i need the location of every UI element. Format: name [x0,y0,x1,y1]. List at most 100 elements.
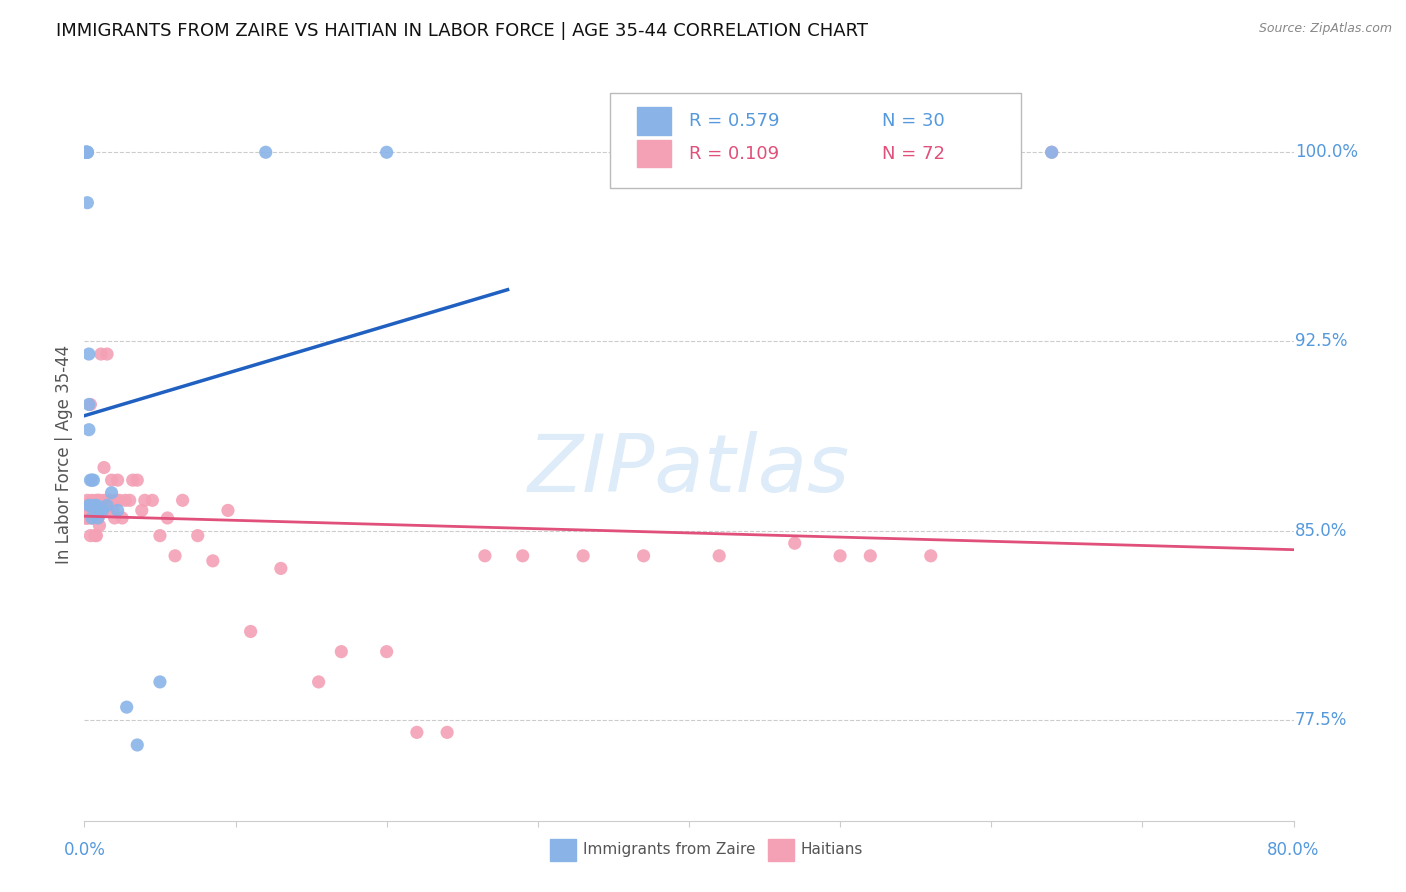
Bar [637,108,671,136]
Point [86,499,108,513]
Point [149,674,172,689]
Point [87,511,110,525]
Text: IMMIGRANTS FROM ZAIRE VS HAITIAN IN LABOR FORCE | AGE 35-44 CORRELATION CHART: IMMIGRANTS FROM ZAIRE VS HAITIAN IN LABO… [56,22,869,40]
Point [920,549,942,563]
Point [107,503,129,517]
Point [101,503,124,517]
Point [375,145,398,160]
Point [270,561,292,575]
Text: R = 0.109: R = 0.109 [689,145,779,162]
Point [91,503,114,517]
Point [172,493,194,508]
Point [572,549,595,563]
Point [84,503,107,517]
Point [156,511,179,525]
Point [131,503,153,517]
Point [84,499,107,513]
Point [76,145,98,160]
Point [79,503,101,517]
Point [111,511,134,525]
Point [97,493,120,508]
Point [77,511,100,525]
Point [105,493,128,508]
Text: 0.0%: 0.0% [63,841,105,859]
Point [76,145,98,160]
Point [87,493,110,508]
Point [76,195,98,210]
Point [87,511,110,525]
Point [79,397,101,411]
Point [436,725,458,739]
Text: 85.0%: 85.0% [1295,522,1347,540]
Point [76,503,98,517]
Point [187,528,209,542]
Point [114,493,136,508]
Point [84,528,107,542]
Point [375,645,398,659]
Point [163,549,186,563]
Point [77,503,100,517]
Point [118,493,141,508]
Point [108,493,131,508]
Point [77,499,100,513]
Point [82,473,104,487]
Point [80,473,103,487]
Text: R = 0.579: R = 0.579 [689,112,779,130]
Point [239,624,262,639]
Point [79,528,101,542]
Point [80,511,103,525]
Text: 80.0%: 80.0% [1267,841,1320,859]
FancyBboxPatch shape [610,93,1021,188]
Point [100,473,122,487]
Point [859,549,882,563]
Point [1040,145,1063,160]
Point [96,503,118,517]
Y-axis label: In Labor Force | Age 35-44: In Labor Force | Age 35-44 [55,345,73,565]
Text: Source: ZipAtlas.com: Source: ZipAtlas.com [1258,22,1392,36]
Text: N = 30: N = 30 [883,112,945,130]
Point [86,511,108,525]
Point [141,493,163,508]
Point [254,145,277,160]
Text: Immigrants from Zaire: Immigrants from Zaire [582,842,755,857]
Text: N = 72: N = 72 [883,145,945,162]
Point [149,528,172,542]
Point [80,511,103,525]
Point [77,423,100,437]
Point [98,493,121,508]
Point [474,549,496,563]
Point [79,473,101,487]
Point [96,499,118,513]
Point [82,503,104,517]
Point [1040,145,1063,160]
Bar [550,838,576,861]
Point [201,554,224,568]
Text: 100.0%: 100.0% [1295,144,1358,161]
Point [94,503,117,517]
Point [89,518,111,533]
Point [75,145,97,160]
Bar [637,140,671,168]
Point [75,145,97,160]
Point [127,473,149,487]
Point [709,549,731,563]
Text: 77.5%: 77.5% [1295,711,1347,729]
Point [89,503,111,517]
Point [104,511,127,525]
Point [86,528,108,542]
Point [89,493,111,508]
Text: Haitians: Haitians [800,842,862,857]
Point [90,347,112,361]
Point [76,145,98,160]
Point [86,493,108,508]
Point [80,503,103,517]
Point [75,511,97,525]
Point [91,499,114,513]
Point [76,493,98,508]
Point [96,347,118,361]
Point [783,536,806,550]
Point [75,145,97,160]
Text: 92.5%: 92.5% [1295,333,1347,351]
Point [107,473,129,487]
Point [134,493,156,508]
